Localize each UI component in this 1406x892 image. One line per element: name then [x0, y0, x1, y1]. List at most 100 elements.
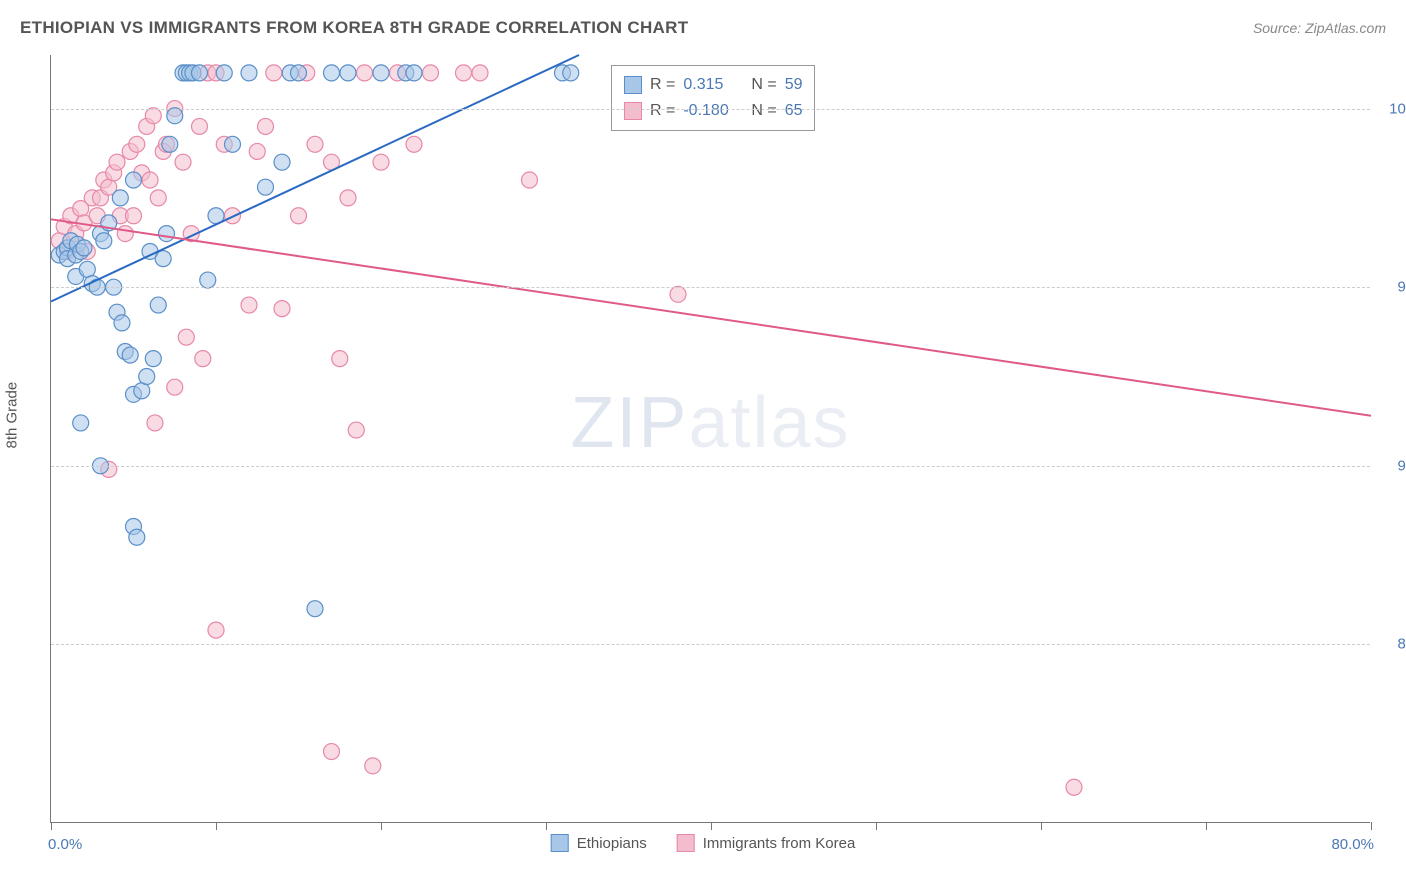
scatter-point [324, 744, 340, 760]
scatter-point [456, 65, 472, 81]
scatter-point [117, 226, 133, 242]
stats-swatch [624, 102, 642, 120]
x-tick [381, 822, 382, 830]
gridline [51, 644, 1370, 645]
scatter-point [178, 329, 194, 345]
x-tick [1371, 822, 1372, 830]
scatter-point [159, 226, 175, 242]
scatter-point [150, 190, 166, 206]
scatter-point [472, 65, 488, 81]
scatter-point [195, 351, 211, 367]
y-tick-label: 95.0% [1380, 279, 1406, 296]
scatter-point [241, 65, 257, 81]
r-label: R = [650, 72, 675, 98]
scatter-point [258, 179, 274, 195]
gridline [51, 287, 1370, 288]
legend-swatch [551, 834, 569, 852]
scatter-point [139, 368, 155, 384]
scatter-point [406, 65, 422, 81]
plot-area: ZIPatlas R =0.315N =59R =-0.180N =65 85.… [50, 55, 1370, 823]
scatter-point [142, 172, 158, 188]
scatter-point [122, 347, 138, 363]
scatter-point [200, 272, 216, 288]
r-label: R = [650, 98, 675, 124]
scatter-point [406, 136, 422, 152]
x-tick [1206, 822, 1207, 830]
scatter-point [79, 261, 95, 277]
chart-title: ETHIOPIAN VS IMMIGRANTS FROM KOREA 8TH G… [20, 18, 688, 38]
scatter-point [112, 190, 128, 206]
scatter-point [225, 136, 241, 152]
legend-item: Immigrants from Korea [677, 834, 856, 852]
scatter-point [307, 136, 323, 152]
r-value: 0.315 [683, 72, 743, 98]
r-value: -0.180 [683, 98, 743, 124]
x-axis-min-label: 0.0% [48, 836, 82, 853]
n-value: 59 [785, 72, 803, 98]
scatter-point [96, 233, 112, 249]
scatter-point [129, 136, 145, 152]
scatter-point [365, 758, 381, 774]
scatter-point [216, 65, 232, 81]
scatter-point [258, 118, 274, 134]
scatter-point [348, 422, 364, 438]
scatter-point [1066, 779, 1082, 795]
scatter-point [291, 208, 307, 224]
x-tick [51, 822, 52, 830]
stats-swatch [624, 76, 642, 94]
scatter-point [332, 351, 348, 367]
scatter-point [145, 108, 161, 124]
scatter-svg [51, 55, 1370, 822]
scatter-point [340, 190, 356, 206]
scatter-point [274, 301, 290, 317]
scatter-point [324, 65, 340, 81]
scatter-point [167, 108, 183, 124]
y-tick-label: 90.0% [1380, 457, 1406, 474]
scatter-point [241, 297, 257, 313]
scatter-point [150, 297, 166, 313]
source-label: Source: ZipAtlas.com [1253, 20, 1386, 36]
x-tick [876, 822, 877, 830]
stats-box: R = 0.315 N = 59 R = -0.180 N = 65 [611, 65, 815, 131]
scatter-point [291, 65, 307, 81]
legend-item: Ethiopians [551, 834, 647, 852]
scatter-point [114, 315, 130, 331]
y-tick-label: 85.0% [1380, 636, 1406, 653]
scatter-point [155, 251, 171, 267]
scatter-point [266, 65, 282, 81]
scatter-point [126, 208, 142, 224]
scatter-point [249, 143, 265, 159]
n-value: 65 [785, 98, 803, 124]
x-tick [711, 822, 712, 830]
legend: Ethiopians Immigrants from Korea [551, 834, 856, 852]
scatter-point [274, 154, 290, 170]
legend-label: Immigrants from Korea [703, 835, 856, 852]
scatter-point [109, 154, 125, 170]
n-label: N = [751, 72, 776, 98]
scatter-point [129, 529, 145, 545]
stats-row: R = 0.315 N = 59 [624, 72, 802, 98]
scatter-point [357, 65, 373, 81]
gridline [51, 466, 1370, 467]
scatter-point [522, 172, 538, 188]
x-tick [216, 822, 217, 830]
scatter-point [76, 240, 92, 256]
gridline [51, 109, 1370, 110]
x-tick [1041, 822, 1042, 830]
scatter-point [167, 379, 183, 395]
scatter-point [208, 622, 224, 638]
scatter-point [145, 351, 161, 367]
stats-row: R = -0.180 N = 65 [624, 98, 802, 124]
n-label: N = [751, 98, 776, 124]
x-tick [546, 822, 547, 830]
scatter-point [670, 286, 686, 302]
legend-label: Ethiopians [577, 835, 647, 852]
scatter-point [373, 154, 389, 170]
scatter-point [73, 415, 89, 431]
scatter-point [423, 65, 439, 81]
scatter-point [373, 65, 389, 81]
scatter-point [126, 172, 142, 188]
scatter-point [307, 601, 323, 617]
scatter-point [147, 415, 163, 431]
x-axis-max-label: 80.0% [1331, 836, 1374, 853]
